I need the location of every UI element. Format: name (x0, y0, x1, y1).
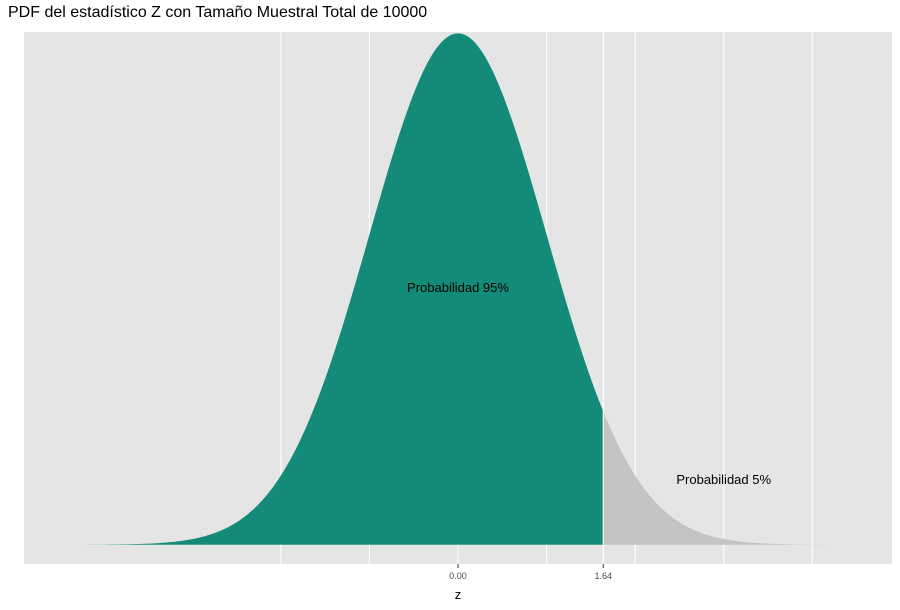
annotation-1: Probabilidad 5% (676, 472, 771, 487)
area-layer (24, 32, 892, 564)
chart-title: PDF del estadístico Z con Tamaño Muestra… (8, 4, 428, 21)
x-axis-title: z (455, 587, 462, 602)
density-region-0 (24, 33, 604, 545)
annotation-layer: Probabilidad 95% Probabilidad 5% (407, 280, 771, 487)
x-axis-ticks: 0.00 1.64 (449, 564, 612, 581)
x-tick-label-0: 0.00 (449, 571, 467, 581)
density-region-1 (603, 411, 892, 545)
annotation-0: Probabilidad 95% (407, 280, 509, 295)
x-tick-label-1: 1.64 (594, 571, 612, 581)
